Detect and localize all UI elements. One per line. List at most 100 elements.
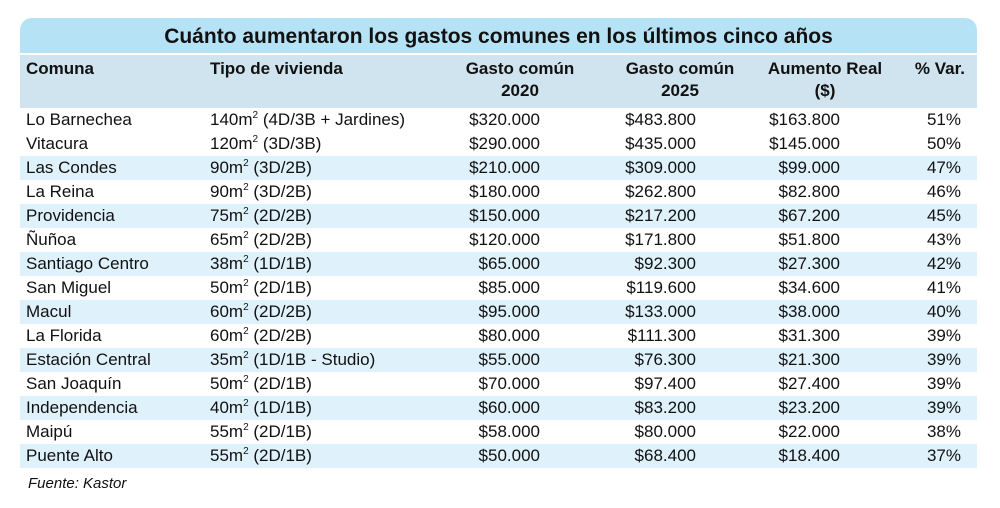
- cell-gasto-2025: $309.000: [625, 158, 696, 177]
- cell-gasto-2020: $120.000: [469, 230, 540, 249]
- cell-aumento: $21.300: [778, 350, 840, 369]
- table-row: Las Condes 90m2 (3D/2B) $210.000 $309.000 $9…: [20, 156, 977, 180]
- cell-tipo: 50m2 (2D/1B): [210, 278, 312, 297]
- cell-var: 39%: [926, 350, 961, 369]
- table-row: Estación Central 35m2 (1D/1B - Studio) $55…: [20, 348, 977, 372]
- cell-gasto-2020: $55.000: [478, 350, 540, 369]
- cell-tipo: 55m2 (2D/1B): [210, 422, 312, 441]
- cell-comuna: La Reina: [26, 182, 95, 201]
- cell-gasto-2025: $68.400: [634, 446, 696, 465]
- cell-var: 43%: [926, 230, 961, 249]
- cell-comuna: Lo Barnechea: [26, 110, 132, 129]
- cell-aumento: $34.600: [778, 278, 840, 297]
- cell-gasto-2025: $171.800: [625, 230, 696, 249]
- table-row: Providencia 75m2 (2D/2B) $150.000 $217.200 $…: [20, 204, 977, 228]
- cell-comuna: Macul: [26, 302, 72, 321]
- cell-comuna: Ñuñoa: [26, 230, 77, 249]
- cell-var: 38%: [926, 422, 961, 441]
- table-row: San Miguel 50m2 (2D/1B) $85.000 $119.600 $34…: [20, 276, 977, 300]
- cell-gasto-2025: $92.300: [634, 254, 696, 273]
- table-row: Ñuñoa 65m2 (2D/2B) $120.000 $171.800 $51.800…: [20, 228, 977, 252]
- cell-tipo: 55m2 (2D/1B): [210, 446, 312, 465]
- cell-gasto-2025: $80.000: [634, 422, 696, 441]
- header-tipo: Tipo de vivienda: [210, 59, 343, 78]
- cell-aumento: $163.800: [769, 110, 840, 129]
- cell-gasto-2020: $180.000: [469, 182, 540, 201]
- table-row: San Joaquín 50m2 (2D/1B) $70.000 $97.400 $27…: [20, 372, 977, 396]
- table-row: Maipú 55m2 (2D/1B) $58.000 $80.000 $22.000 38…: [20, 420, 977, 444]
- cell-aumento: $27.300: [778, 254, 840, 273]
- table-row: Lo Barnechea 140m2 (4D/3B + Jardines) $320…: [20, 108, 977, 132]
- cell-aumento: $22.000: [778, 422, 840, 441]
- cell-tipo: 90m2 (3D/2B): [210, 158, 312, 177]
- cell-tipo: 90m2 (3D/2B): [210, 182, 312, 201]
- cell-gasto-2020: $60.000: [478, 398, 540, 417]
- cell-gasto-2020: $95.000: [478, 302, 540, 321]
- cell-comuna: Estación Central: [26, 350, 151, 369]
- source-note: Fuente: Kastor: [28, 475, 127, 492]
- cell-aumento: $18.400: [778, 446, 840, 465]
- cell-var: 45%: [926, 206, 961, 225]
- cell-comuna: San Miguel: [26, 278, 112, 297]
- cell-tipo: 65m2 (2D/2B): [210, 230, 312, 249]
- cell-aumento: $145.000: [769, 134, 840, 153]
- cell-var: 37%: [926, 446, 961, 465]
- cell-var: 39%: [926, 374, 961, 393]
- cell-var: 39%: [926, 326, 961, 345]
- cell-var: 51%: [926, 110, 961, 129]
- table-row: Macul 60m2 (2D/2B) $95.000 $133.000 $38.000 4…: [20, 300, 977, 324]
- cell-gasto-2025: $119.600: [626, 278, 696, 297]
- cell-gasto-2025: $76.300: [634, 350, 696, 369]
- cell-gasto-2020: $70.000: [478, 374, 540, 393]
- table-row: Puente Alto 55m2 (2D/1B) $50.000 $68.400 $18…: [20, 444, 977, 468]
- data-table: Cuánto aumentaron los gastos comunes en …: [20, 18, 977, 468]
- cell-gasto-2020: $50.000: [478, 446, 540, 465]
- cell-gasto-2020: $80.000: [478, 326, 540, 345]
- cell-tipo: 40m2 (1D/1B): [210, 398, 312, 417]
- cell-gasto-2020: $65.000: [478, 254, 540, 273]
- table-row: Independencia 40m2 (1D/1B) $60.000 $83.200 $…: [20, 396, 977, 420]
- cell-gasto-2020: $85.000: [478, 278, 540, 297]
- table-header: Comuna Tipo de vivienda Gasto común 2020 …: [20, 55, 977, 108]
- cell-tipo: 35m2 (1D/1B - Studio): [210, 350, 376, 369]
- header-gasto-2025: Gasto común 2025: [625, 59, 735, 100]
- cell-comuna: Las Condes: [26, 158, 117, 177]
- cell-var: 42%: [926, 254, 961, 273]
- header-var: % Var.: [914, 59, 965, 78]
- cell-gasto-2025: $262.800: [625, 182, 696, 201]
- cell-comuna: Providencia: [26, 206, 115, 225]
- cell-gasto-2025: $111.300: [627, 326, 696, 345]
- cell-aumento: $82.800: [778, 182, 840, 201]
- cell-tipo: 120m2 (3D/3B): [210, 134, 322, 153]
- table-title: Cuánto aumentaron los gastos comunes en …: [20, 18, 977, 53]
- cell-var: 39%: [926, 398, 961, 417]
- cell-var: 50%: [926, 134, 961, 153]
- header-aumento: Aumento Real ($): [767, 59, 883, 100]
- table-body: Lo Barnechea 140m2 (4D/3B + Jardines) $320…: [20, 108, 977, 468]
- cell-gasto-2020: $320.000: [469, 110, 540, 129]
- table-row: La Reina 90m2 (3D/2B) $180.000 $262.800 $82.…: [20, 180, 977, 204]
- cell-comuna: San Joaquín: [26, 374, 122, 393]
- cell-aumento: $99.000: [778, 158, 840, 177]
- header-comuna: Comuna: [26, 59, 94, 78]
- cell-comuna: Independencia: [26, 398, 138, 417]
- cell-comuna: Maipú: [26, 422, 73, 441]
- cell-gasto-2025: $483.800: [625, 110, 696, 129]
- cell-comuna: La Florida: [26, 326, 102, 345]
- cell-aumento: $67.200: [778, 206, 840, 225]
- cell-gasto-2020: $58.000: [478, 422, 540, 441]
- cell-gasto-2025: $83.200: [634, 398, 696, 417]
- cell-gasto-2020: $210.000: [469, 158, 540, 177]
- table-row: Vitacura 120m2 (3D/3B) $290.000 $435.000 $14…: [20, 132, 977, 156]
- cell-tipo: 50m2 (2D/1B): [210, 374, 312, 393]
- cell-aumento: $31.300: [778, 326, 840, 345]
- table-row: La Florida 60m2 (2D/2B) $80.000 $111.300 $31…: [20, 324, 977, 348]
- cell-gasto-2020: $150.000: [469, 206, 540, 225]
- cell-tipo: 38m2 (1D/1B): [210, 254, 312, 273]
- cell-gasto-2025: $133.000: [625, 302, 696, 321]
- header-gasto-2020: Gasto común 2020: [465, 59, 575, 100]
- cell-gasto-2025: $97.400: [634, 374, 696, 393]
- cell-tipo: 60m2 (2D/2B): [210, 326, 312, 345]
- table-row: Santiago Centro 38m2 (1D/1B) $65.000 $92.30…: [20, 252, 977, 276]
- cell-comuna: Puente Alto: [26, 446, 113, 465]
